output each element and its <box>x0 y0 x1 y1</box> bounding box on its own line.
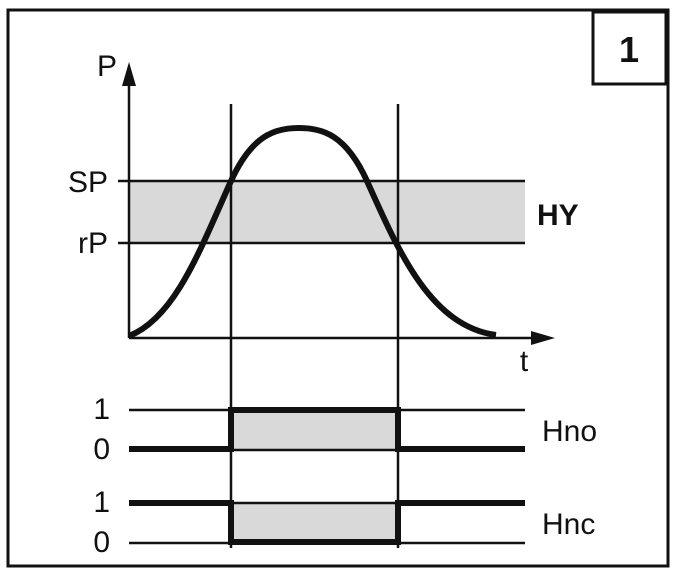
hno-level-0-label: 0 <box>93 433 110 466</box>
time-axis-label: t <box>520 345 529 378</box>
hno-level-1-label: 1 <box>93 393 110 426</box>
outer-frame <box>6 8 670 568</box>
figure-number: 1 <box>619 29 639 70</box>
hno-output-label: Hno <box>542 415 597 448</box>
pressure-curve <box>127 124 497 339</box>
hnc-inactive-fill <box>231 503 398 543</box>
hysteresis-label: HY <box>537 199 579 232</box>
hno-signal <box>129 407 525 452</box>
pressure-axis-arrow <box>122 62 136 86</box>
pressure-axis-label: P <box>97 50 117 83</box>
hnc-level-0-label: 0 <box>93 526 110 559</box>
hno-active-fill <box>231 410 398 450</box>
time-axis-arrow <box>531 331 555 345</box>
figure-number-box <box>591 10 668 86</box>
hnc-output-label: Hnc <box>542 508 595 541</box>
hnc-signal <box>129 500 525 545</box>
sp-label: SP <box>68 166 108 199</box>
hnc-level-1-label: 1 <box>93 486 110 519</box>
rp-label: rP <box>78 227 108 260</box>
hysteresis-band <box>129 181 525 243</box>
